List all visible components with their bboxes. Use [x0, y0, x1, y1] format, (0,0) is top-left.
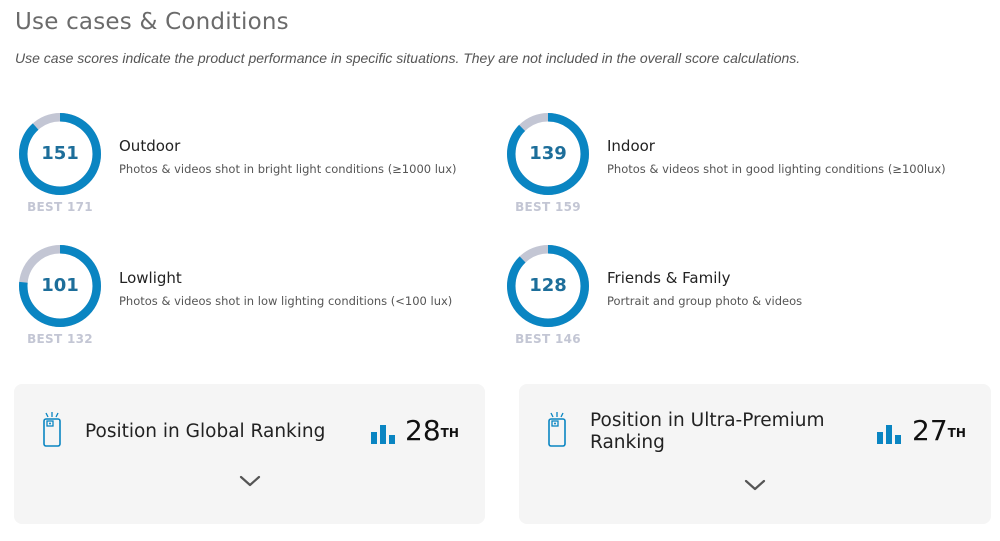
- use-case-description: Photos & videos shot in good lighting co…: [607, 162, 946, 176]
- use-case-description: Photos & videos shot in bright light con…: [119, 162, 457, 176]
- ring-fill: [19, 113, 101, 195]
- best-score: BEST 159: [515, 200, 581, 214]
- use-case-lowlight: 101 BEST 132 Lowlight Photos & videos sh…: [17, 245, 487, 355]
- ranking-label: Position in Ultra-Premium Ranking: [590, 410, 825, 453]
- use-case-outdoor: 151 BEST 171 Outdoor Photos & videos sho…: [17, 113, 487, 223]
- score-value: 128: [529, 275, 567, 296]
- ranking-position: 28TH: [405, 414, 459, 447]
- use-case-description: Photos & videos shot in low lighting con…: [119, 294, 453, 308]
- bar-chart-icon: [877, 425, 901, 444]
- score-ring: [19, 113, 101, 195]
- ultra-premium-ranking-card[interactable]: Position in Ultra-Premium Ranking 27TH: [519, 384, 991, 524]
- ranking-label: Position in Global Ranking: [85, 421, 326, 442]
- score-ring: [507, 113, 589, 195]
- ring-fill: [507, 245, 589, 327]
- use-case-friends-family: 128 BEST 146 Friends & Family Portrait a…: [505, 245, 975, 355]
- ring-fill: [19, 245, 101, 327]
- global-ranking-card[interactable]: Position in Global Ranking 28TH: [14, 384, 485, 524]
- section-subtitle: Use case scores indicate the product per…: [15, 50, 801, 66]
- use-case-name: Friends & Family: [607, 269, 731, 287]
- section-title: Use cases & Conditions: [15, 9, 289, 35]
- best-score: BEST 171: [27, 200, 93, 214]
- best-score: BEST 146: [515, 332, 581, 346]
- chevron-down-icon[interactable]: [239, 474, 261, 488]
- ranking-suffix: TH: [947, 426, 966, 440]
- ranking-position: 27TH: [912, 414, 966, 447]
- score-value: 101: [41, 275, 79, 296]
- use-case-name: Outdoor: [119, 137, 181, 155]
- score-value: 151: [41, 143, 79, 164]
- use-case-indoor: 139 BEST 159 Indoor Photos & videos shot…: [505, 113, 975, 223]
- phone-camera-icon: [43, 412, 61, 447]
- chevron-down-icon[interactable]: [744, 478, 766, 492]
- ranking-suffix: TH: [440, 426, 459, 440]
- score-value: 139: [529, 143, 567, 164]
- use-case-name: Lowlight: [119, 269, 182, 287]
- phone-camera-icon: [548, 412, 566, 447]
- score-ring: [507, 245, 589, 327]
- bar-chart-icon: [371, 425, 395, 444]
- score-ring: [19, 245, 101, 327]
- ring-fill: [507, 113, 589, 195]
- use-case-name: Indoor: [607, 137, 655, 155]
- use-case-description: Portrait and group photo & videos: [607, 294, 803, 308]
- best-score: BEST 132: [27, 332, 93, 346]
